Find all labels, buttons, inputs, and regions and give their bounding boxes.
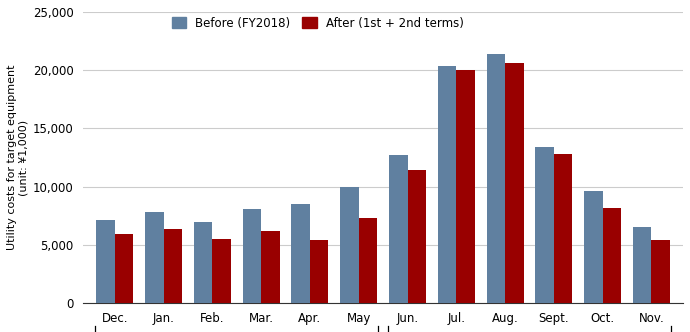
Bar (535, 147, 554, 303)
Bar (145, 212, 164, 303)
Bar (486, 54, 505, 303)
Bar (291, 204, 310, 303)
Bar (213, 239, 231, 303)
Bar (310, 240, 328, 303)
Bar (505, 63, 524, 303)
Legend: Before (FY2018), After (1st + 2nd terms): Before (FY2018), After (1st + 2nd terms) (167, 12, 469, 35)
Bar (554, 154, 572, 303)
Bar (584, 191, 602, 303)
Bar (456, 70, 475, 303)
Bar (437, 65, 456, 303)
Bar (340, 187, 359, 303)
Bar (389, 155, 408, 303)
Bar (194, 221, 213, 303)
Bar (97, 220, 115, 303)
Bar (651, 240, 670, 303)
Bar (262, 231, 279, 303)
Bar (115, 234, 133, 303)
Bar (243, 209, 262, 303)
Bar (164, 228, 182, 303)
Bar (408, 170, 426, 303)
Bar (633, 227, 651, 303)
Bar (359, 218, 377, 303)
Y-axis label: Utility costs for target equipment
(unit: ¥1,000): Utility costs for target equipment (unit… (7, 65, 28, 250)
Bar (602, 208, 621, 303)
